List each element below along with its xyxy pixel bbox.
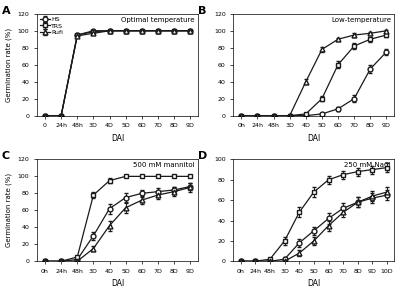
Text: 500 mM mannitol: 500 mM mannitol: [133, 163, 195, 168]
X-axis label: DAI: DAI: [111, 134, 124, 143]
Y-axis label: Germination rate (%): Germination rate (%): [6, 173, 12, 247]
X-axis label: DAI: DAI: [111, 279, 124, 288]
Text: D: D: [198, 151, 207, 161]
Text: B: B: [198, 6, 206, 16]
Text: Optimal temperature: Optimal temperature: [122, 17, 195, 23]
Text: C: C: [2, 151, 10, 161]
X-axis label: DAI: DAI: [307, 279, 320, 288]
Text: Low-temperature: Low-temperature: [331, 17, 391, 23]
Text: 250 mM NaCl: 250 mM NaCl: [344, 163, 391, 168]
Y-axis label: Germination rate (%): Germination rate (%): [6, 28, 12, 102]
Text: A: A: [2, 6, 10, 16]
Legend: HS, TRS, Rufi: HS, TRS, Rufi: [39, 16, 65, 36]
X-axis label: DAI: DAI: [307, 134, 320, 143]
